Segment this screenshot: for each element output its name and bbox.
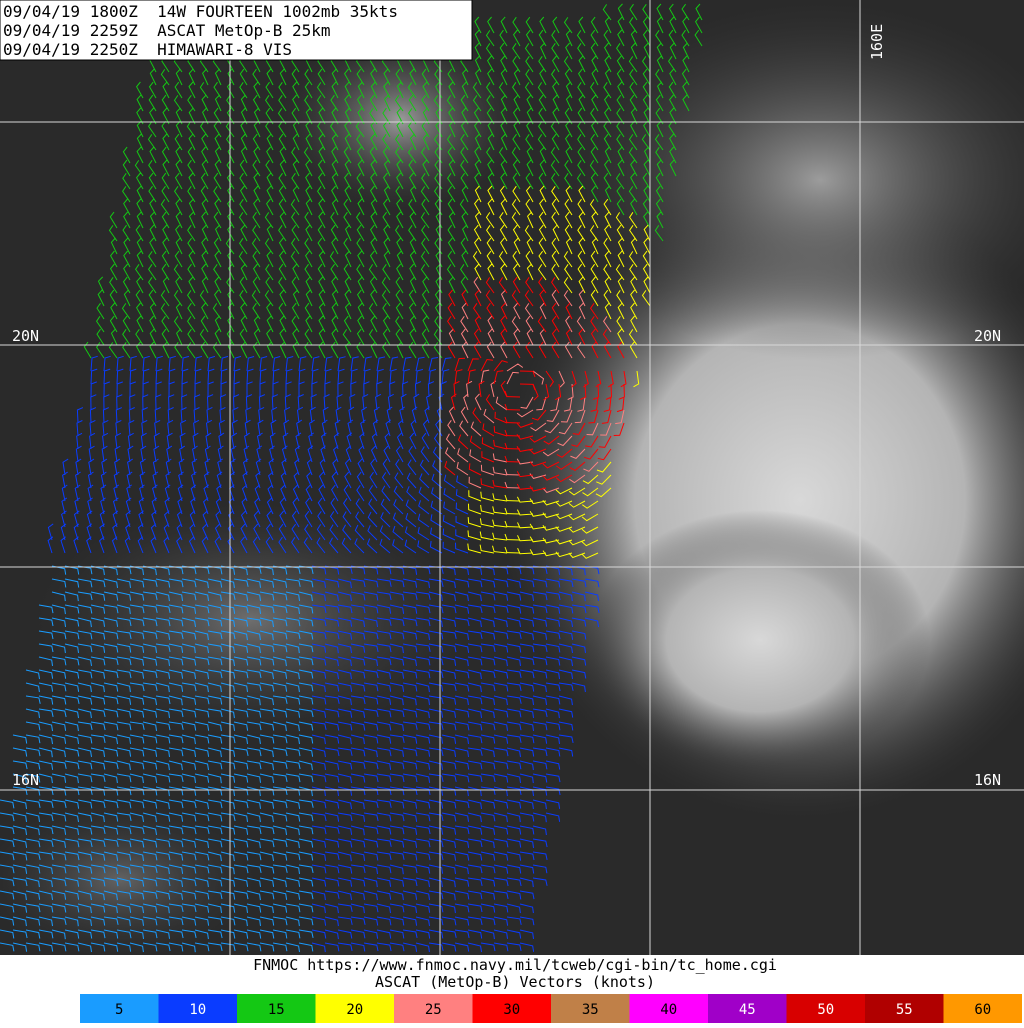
legend-swatch <box>237 994 316 1023</box>
legend-swatch <box>472 994 551 1023</box>
barb-group <box>444 276 627 492</box>
lat-lon-grid <box>0 0 1024 955</box>
legend-label: 50 <box>817 1002 834 1018</box>
header-line: 09/04/19 2250Z HIMAWARI-8 VIS <box>3 40 292 59</box>
wind-barbs <box>0 3 703 953</box>
barb-group <box>467 185 651 559</box>
header-line: 09/04/19 1800Z 14W FOURTEEN 1002mb 35kts <box>3 2 398 21</box>
legend-label: 35 <box>582 1002 599 1018</box>
legend-label: 20 <box>346 1002 363 1018</box>
legend-label: 10 <box>189 1002 206 1018</box>
header: 09/04/19 1800Z 14W FOURTEEN 1002mb 35kts… <box>3 2 398 59</box>
legend-label: 5 <box>115 1002 123 1018</box>
legend-label: 45 <box>739 1002 756 1018</box>
header-line: 09/04/19 2259Z ASCAT MetOp-B 25km <box>3 21 331 40</box>
barb-group <box>0 565 314 953</box>
legend-label: 40 <box>660 1002 677 1018</box>
lat-label: 20N <box>12 327 39 345</box>
legend: 5 10 15 20 25 30 35 40 45 50 55 60 <box>80 994 1022 1023</box>
lat-label: 16N <box>12 771 39 789</box>
legend-swatch <box>394 994 473 1023</box>
legend-swatch <box>865 994 944 1023</box>
header-box <box>0 0 473 61</box>
legend-label: 55 <box>896 1002 913 1018</box>
lon-label: 160E <box>868 24 886 60</box>
legend-label: 60 <box>974 1002 991 1018</box>
footer-source: FNMOC https://www.fnmoc.navy.mil/tcweb/c… <box>253 956 777 974</box>
legend-swatch <box>786 994 865 1023</box>
legend-swatch <box>551 994 630 1023</box>
grid-labels: 20N 20N 16N 16N 160E <box>12 24 1001 789</box>
footer-title: ASCAT (MetOp-B) Vectors (knots) <box>375 973 655 991</box>
legend-swatch <box>158 994 237 1023</box>
lat-label: 20N <box>974 327 1001 345</box>
legend-swatch <box>708 994 787 1023</box>
lat-label: 16N <box>974 771 1001 789</box>
legend-label: 15 <box>268 1002 285 1018</box>
legend-swatch <box>629 994 708 1023</box>
legend-swatch <box>943 994 1022 1023</box>
satellite-image <box>0 0 1024 955</box>
legend-label: 25 <box>425 1002 442 1018</box>
legend-swatch <box>80 994 159 1023</box>
barb-group <box>83 3 703 359</box>
legend-label: 30 <box>503 1002 520 1018</box>
legend-swatch <box>315 994 394 1023</box>
barb-group <box>445 276 625 494</box>
